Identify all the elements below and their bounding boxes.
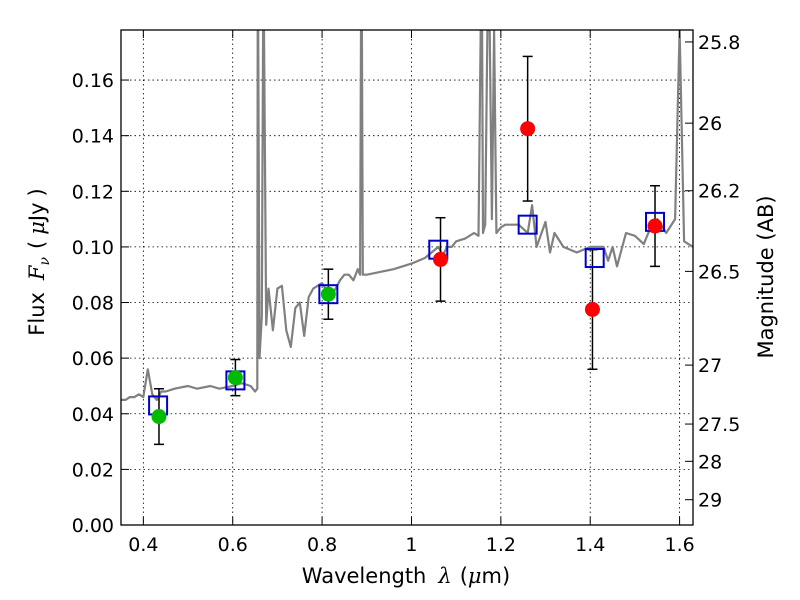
x-tick-label: 1.2 [486,534,516,556]
observed-point [520,121,536,137]
y2-tick-label: 27.5 [698,414,740,436]
y-tick-label: 0.02 [72,459,114,481]
y-tick-label: 0.00 [72,515,114,537]
y-tick-label: 0.04 [72,404,114,426]
y2-tick-label: 28 [698,451,722,473]
y-tick-label: 0.12 [72,181,114,203]
y2-tick-label: 26.2 [698,181,740,203]
y2-axis-label: Magnitude (AB) [754,195,778,358]
observed-point [584,301,600,317]
model-photometry-square [584,248,605,269]
x-tick-label: 0.6 [218,534,248,556]
x-tick-label: 1 [405,534,417,556]
model-photometry-square [318,284,339,305]
x-tick-label: 1.6 [664,534,694,556]
y-tick-label: 0.06 [72,348,114,370]
y-tick-label: 0.08 [72,293,114,315]
y2-tick-label: 26.5 [698,261,740,283]
observed-point [433,251,449,267]
x-tick-label: 0.8 [307,534,337,556]
observed-point [151,409,167,425]
grid-lines [121,30,693,526]
x-tick-label: 0.4 [128,534,158,556]
y2-tick-label: 25.8 [698,32,740,54]
y-axis-label: FluxFν(μJy) [25,188,53,335]
y2-tick-label: 27 [698,355,722,377]
plot-frame [120,29,694,526]
model-photometry-square [517,214,538,235]
y-tick-label: 0.16 [72,70,114,92]
y2-tick-label: 26 [698,113,722,135]
plot-area [121,30,693,525]
axis-ticks: 0.4 0.6 0.8 1 1.2 1.4 1.6 0.00 0.02 0.04 0.06 0.08 0… [72,30,740,556]
observed-point [227,370,243,386]
observed-point [647,218,663,234]
y2-tick-label: 29 [698,490,722,512]
y-tick-label: 0.10 [72,237,114,259]
observed-point [320,286,336,302]
x-tick-label: 1.4 [575,534,605,556]
y-tick-label: 0.14 [72,126,114,148]
x-axis-label: Wavelength λ (μm) [302,564,510,588]
data-points-layer [148,55,666,446]
